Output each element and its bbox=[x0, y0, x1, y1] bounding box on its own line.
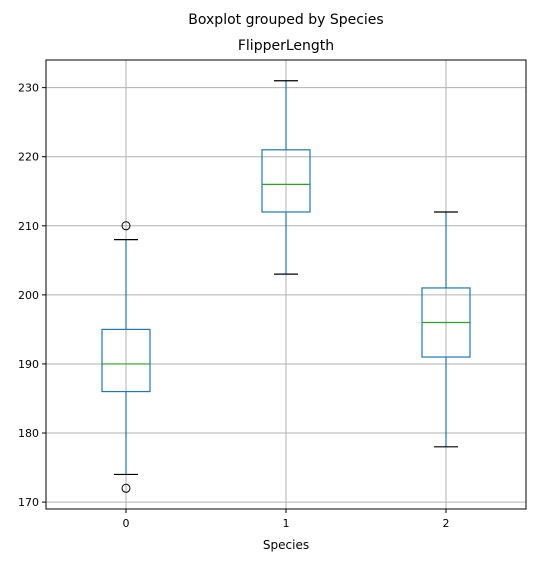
x-tick-label: 2 bbox=[443, 517, 450, 530]
y-tick-label: 170 bbox=[18, 496, 39, 509]
x-tick-label: 1 bbox=[283, 517, 290, 530]
y-tick-label: 190 bbox=[18, 358, 39, 371]
y-axis-ticks: 170 180 190 200 210 220 230 bbox=[18, 82, 46, 509]
y-tick-label: 210 bbox=[18, 220, 39, 233]
y-tick-label: 200 bbox=[18, 289, 39, 302]
chart-suptitle: Boxplot grouped by Species bbox=[188, 12, 383, 28]
y-tick-label: 220 bbox=[18, 151, 39, 164]
x-tick-label: 0 bbox=[123, 517, 130, 530]
x-axis-ticks: 0 1 2 bbox=[123, 509, 450, 530]
x-axis-label: Species bbox=[263, 538, 309, 552]
y-tick-label: 230 bbox=[18, 82, 39, 95]
y-tick-label: 180 bbox=[18, 427, 39, 440]
chart-title: FlipperLength bbox=[238, 38, 334, 54]
